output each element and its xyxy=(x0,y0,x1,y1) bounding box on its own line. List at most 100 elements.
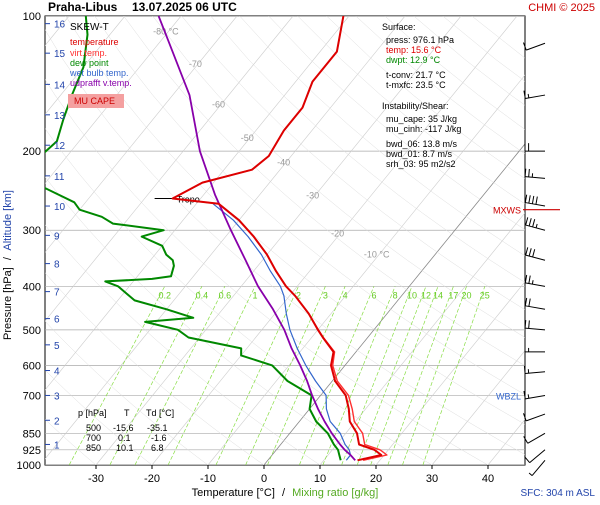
altitude-tick-label: 14 xyxy=(54,80,66,91)
cape-label: MU CAPE xyxy=(74,96,115,106)
x-axis-sep: / xyxy=(282,487,286,499)
x-axis-mix-label: Mixing ratio [g/kg] xyxy=(292,487,378,499)
table-header-t: T xyxy=(124,408,130,418)
instability-bwd-06: bwd_06: 13.8 m/s xyxy=(386,139,458,149)
surface-title: Surface: xyxy=(382,22,416,32)
wind-barb-flag xyxy=(524,366,525,374)
altitude-tick-label: 4 xyxy=(54,367,60,378)
credit-label: CHMI © 2025 xyxy=(528,2,595,14)
x-axis-title: Temperature [°C] / Mixing ratio [g/kg] xyxy=(192,487,379,499)
table-cell: 10.1 xyxy=(116,443,134,453)
pressure-tick-label: 400 xyxy=(23,281,41,293)
x-axis-temp-label: Temperature [°C] xyxy=(192,487,275,499)
surface-temp: temp: 15.6 °C xyxy=(386,45,442,55)
wind-barb-flag xyxy=(525,169,526,177)
surface-tmxfc: t-mxfc: 23.5 °C xyxy=(386,80,446,90)
isotherm-label: -20 xyxy=(331,229,344,239)
x-tick-label: 40 xyxy=(482,473,494,485)
mixing-ratio-label: 12 xyxy=(421,290,431,300)
isotherm-label: -70 xyxy=(189,59,202,69)
y-axis-pres-label: Pressure [hPa] xyxy=(2,267,14,340)
pressure-tick-label: 600 xyxy=(23,360,41,372)
svg-text:Temperature [°C] /: Temperature [°C] / Mixing ratio [g/kg] xyxy=(192,487,379,499)
legend-wet-bulb: wet bulb temp. xyxy=(69,68,129,78)
altitude-tick-label: 15 xyxy=(54,49,66,60)
mixing-ratio-label: 4 xyxy=(343,290,348,300)
altitude-tick-label: 10 xyxy=(54,202,66,213)
altitude-tick-label: 3 xyxy=(54,391,60,402)
table-cell: -35.1 xyxy=(147,423,168,433)
altitude-tick-label: 2 xyxy=(54,416,60,427)
altitude-tick-label: 8 xyxy=(54,260,60,271)
table-cell: 500 xyxy=(86,423,101,433)
mixing-ratio-label: 20 xyxy=(462,290,472,300)
surface-tconv: t-conv: 21.7 °C xyxy=(386,70,446,80)
pressure-tick-label: 700 xyxy=(23,390,41,402)
instability-title: Instability/Shear: xyxy=(382,101,449,111)
isotherm-label: -30 xyxy=(306,191,319,201)
altitude-tick-label: 7 xyxy=(54,288,60,299)
table-cell: -1.6 xyxy=(151,433,167,443)
mixing-ratio-label: 25 xyxy=(480,290,490,300)
altitude-tick-label: 11 xyxy=(54,172,65,183)
pressure-tick-label: 500 xyxy=(23,325,41,337)
altitude-tick-label: 6 xyxy=(54,315,60,326)
instability-srh-03: srh_03: 95 m2/s2 xyxy=(386,159,456,169)
legend-dew-point: dew point xyxy=(70,58,109,68)
table-cell: 0.1 xyxy=(118,433,131,443)
x-tick-label: 10 xyxy=(314,473,326,485)
instability-bwd-01: bwd_01: 8.7 m/s xyxy=(386,149,453,159)
pressure-tick-label: 925 xyxy=(23,445,41,457)
mixing-ratio-label: 1 xyxy=(253,290,258,300)
datetime-title: 13.07.2025 06 UTC xyxy=(132,0,237,14)
altitude-tick-label: 16 xyxy=(54,20,66,31)
y-axis-title: Pressure [hPa] / Altitude [km] xyxy=(2,190,14,340)
instability-mu-cape: mu_cape: 35 J/kg xyxy=(386,114,457,124)
mixing-ratio-label: 8 xyxy=(393,290,398,300)
mixing-ratio-label: 0.6 xyxy=(219,290,232,300)
isotherm-label: -50 xyxy=(241,133,254,143)
chart-title: SKEW-T xyxy=(70,22,109,33)
station-title: Praha-Libus xyxy=(48,0,118,14)
table-cell: 6.8 xyxy=(151,443,164,453)
wind-barb-half xyxy=(532,280,533,284)
pressure-tick-label: 300 xyxy=(23,225,41,237)
altitude-tick-label: 13 xyxy=(54,111,66,122)
altitude-tick-label: 12 xyxy=(54,141,66,152)
mixing-ratio-label: 0.2 xyxy=(158,290,171,300)
x-tick-label: -10 xyxy=(200,473,216,485)
mixing-ratio-label: 0.4 xyxy=(196,290,209,300)
table-cell: 850 xyxy=(86,443,101,453)
isotherm-label: -40 xyxy=(277,157,290,167)
pressure-tick-label: 1000 xyxy=(17,460,41,472)
mixing-ratio-label: 17 xyxy=(448,290,458,300)
wind-barb-flag xyxy=(525,320,526,328)
x-tick-label: 30 xyxy=(426,473,438,485)
wind-barb-flag xyxy=(529,169,530,177)
mixing-ratio-label: 6 xyxy=(371,290,376,300)
mixing-ratio-label: 3 xyxy=(323,290,328,300)
surface-dwpt: dwpt: 12.9 °C xyxy=(386,55,441,65)
instability-mu-cinh: mu_cinh: -117 J/kg xyxy=(386,124,461,134)
wind-barb-half xyxy=(528,394,529,398)
y-axis-alt-label: Altitude [km] xyxy=(2,190,14,251)
surface-press: press: 976.1 hPa xyxy=(386,35,454,45)
legend-updraft: udprafft v.temp. xyxy=(70,78,132,88)
altitude-tick-label: 1 xyxy=(54,440,60,451)
x-tick-label: 20 xyxy=(370,473,382,485)
pressure-tick-label: 850 xyxy=(23,428,41,440)
sfc-label: SFC: 304 m ASL xyxy=(521,488,596,499)
table-cell: 700 xyxy=(86,433,101,443)
x-tick-label: -30 xyxy=(88,473,104,485)
y-axis-sep: / xyxy=(2,256,14,260)
table-header-td: Td [°C] xyxy=(146,408,174,418)
wind-barb-half xyxy=(528,94,529,98)
x-tick-label: -20 xyxy=(144,473,160,485)
isotherm-label: -10 °C xyxy=(364,249,390,259)
wind-barb-flag xyxy=(529,320,530,328)
legend-temperature: temperature xyxy=(70,37,119,47)
svg-text:Pressure [hPa] / A: Pressure [hPa] / Altitude [km] xyxy=(2,190,14,340)
legend-virt-temp: virt.temp. xyxy=(70,48,107,58)
altitude-tick-label: 5 xyxy=(54,341,60,352)
mxws-label: MXWS xyxy=(493,206,521,216)
